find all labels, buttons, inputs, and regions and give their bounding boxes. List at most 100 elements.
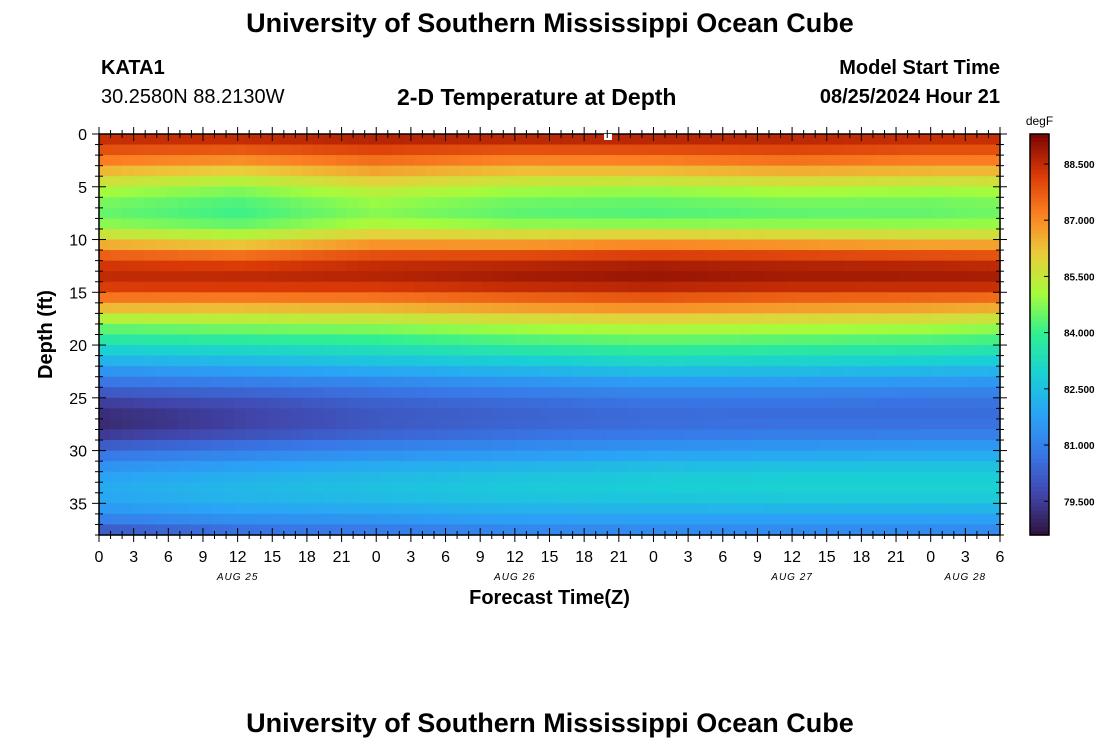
heatmap-cell [470,207,483,220]
heatmap-cell [695,281,708,293]
heatmap-cell [436,144,449,156]
heatmap-cell [504,482,517,494]
heatmap-cell [695,397,708,409]
heatmap-cell [459,471,472,483]
heatmap-cell [628,134,641,146]
heatmap-cell [853,376,866,388]
heatmap-cell [155,271,168,283]
heatmap-cell [617,503,629,515]
heatmap-cell [707,176,720,188]
heatmap-cell [954,334,967,346]
heatmap-cell [853,345,866,357]
heatmap-cell [628,418,641,431]
heatmap-cell [425,513,438,526]
heatmap-cell [684,134,697,146]
heatmap-cell [436,482,449,494]
chart-title: 2-D Temperature at Depth [397,84,677,110]
heatmap-cell [436,513,449,526]
heatmap-cell [842,513,855,526]
heatmap-cell [898,281,911,293]
heatmap-cell [662,144,674,156]
heatmap-cell [110,228,123,241]
heatmap-cell [189,355,201,367]
heatmap-cell [943,429,956,441]
heatmap-cell [538,471,551,483]
heatmap-cell [312,397,325,409]
heatmap-cell [729,134,742,146]
heatmap-cell [954,239,967,251]
heatmap-cell [684,260,697,272]
heatmap-cell [774,292,787,304]
heatmap-cell [605,345,618,357]
heatmap-cell [312,207,325,220]
heatmap-cell [166,418,179,431]
heatmap-cell [966,228,979,241]
heatmap-cell [110,271,123,283]
heatmap-cell [819,176,832,188]
heatmap-cell [560,387,573,399]
heatmap-cell [515,376,528,388]
heatmap-cell [358,281,370,293]
heatmap-cell [673,408,686,420]
heatmap-cell [560,471,573,483]
heatmap-cell [572,482,584,494]
heatmap-cell [335,503,348,515]
heatmap-cell [211,355,224,367]
heatmap-cell [504,155,517,167]
heatmap-cell [538,418,551,431]
colorbar-segment [1030,470,1049,476]
colorbar-unit-label: degF [1026,114,1053,128]
heatmap-cell [594,250,607,262]
heatmap-cell [628,482,641,494]
heatmap-cell [549,218,562,230]
heatmap-cell [887,302,900,314]
heatmap-cell [876,302,888,314]
heatmap-cell [358,228,370,241]
heatmap-cell [797,366,810,378]
heatmap-cell [267,165,280,177]
heatmap-cell [617,134,629,146]
heatmap-cell [256,513,269,526]
heatmap-cell [369,408,382,420]
heatmap-cell [526,239,539,251]
heatmap-cell [797,461,810,473]
heatmap-cell [639,355,652,367]
heatmap-cell [842,323,855,336]
heatmap-cell [909,334,922,346]
heatmap-cell [718,387,731,399]
heatmap-cell [876,429,888,441]
heatmap-cell [887,440,900,452]
heatmap-cell [267,440,280,452]
heatmap-cell [695,503,708,515]
heatmap-cell [617,186,629,198]
heatmap-cell [470,228,483,241]
heatmap-cell [673,450,686,462]
heatmap-cell [515,313,528,325]
heatmap-cell [853,165,866,177]
heatmap-cell [954,429,967,441]
heatmap-cell [617,513,629,526]
heatmap-cell [977,366,990,378]
heatmap-cell [752,271,765,283]
heatmap-cell [504,397,517,409]
heatmap-cell [436,387,449,399]
heatmap-cell [707,165,720,177]
heatmap-cell [932,302,945,314]
heatmap-cell [189,334,201,346]
x-tick-label: 6 [441,549,450,566]
heatmap-cell [797,492,810,504]
heatmap-cell [324,281,337,293]
heatmap-cell [560,165,573,177]
heatmap-cell [774,376,787,388]
heatmap-cell [729,239,742,251]
heatmap-cell [245,355,258,367]
heatmap-cell [887,155,900,167]
heatmap-cell [200,387,213,399]
heatmap-cell [200,471,213,483]
heatmap-cell [864,218,877,230]
heatmap-cell [909,134,922,146]
heatmap-cell [391,165,404,177]
heatmap-cell [684,366,697,378]
heatmap-cell [189,408,201,420]
heatmap-cell [121,281,134,293]
